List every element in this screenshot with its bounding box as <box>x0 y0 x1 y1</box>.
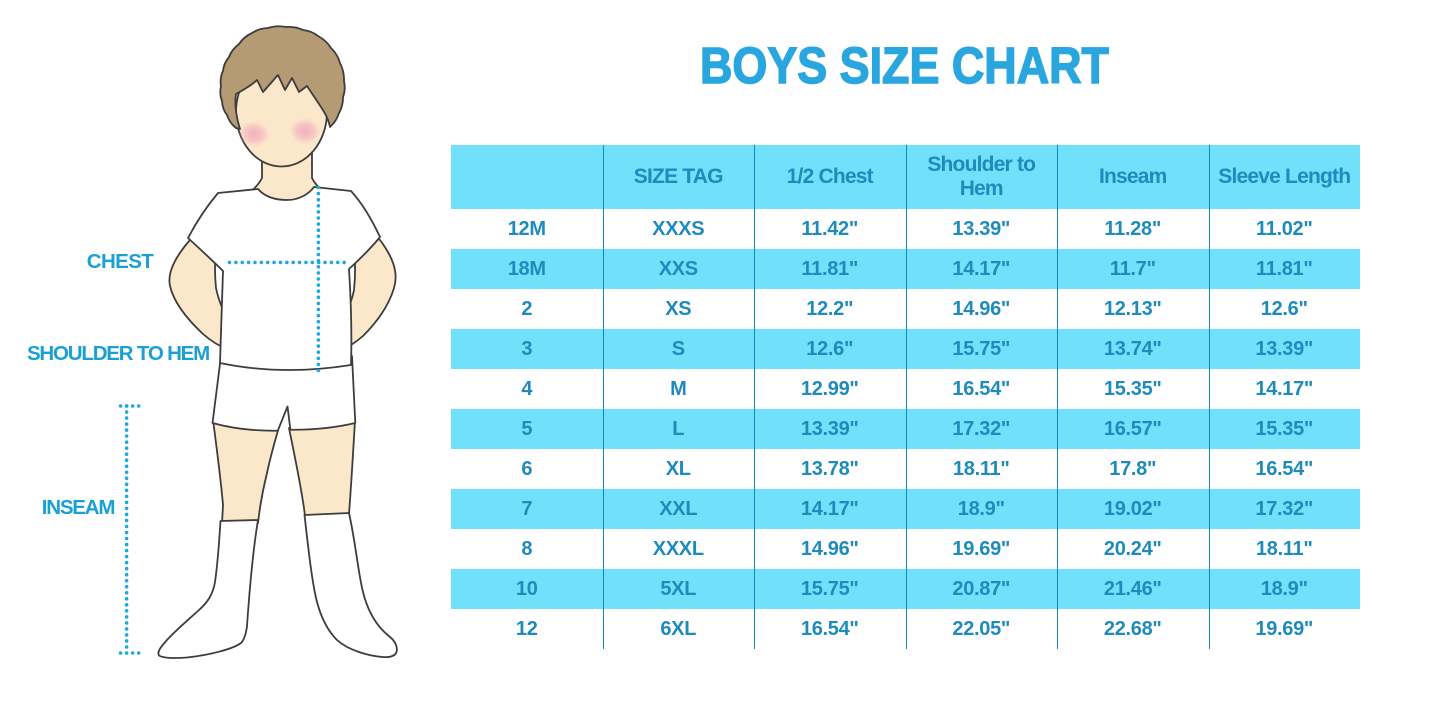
svg-text:CHEST: CHEST <box>87 250 155 273</box>
svg-text:INSEAM: INSEAM <box>42 496 115 519</box>
svg-text:SHOULDER TO HEM: SHOULDER TO HEM <box>27 342 209 365</box>
